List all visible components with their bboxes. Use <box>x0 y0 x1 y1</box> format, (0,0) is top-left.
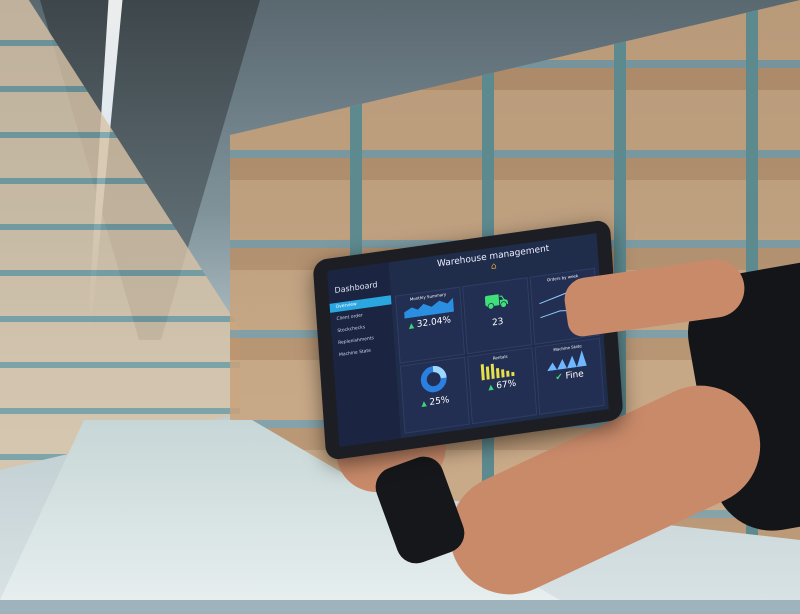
up-triangle-icon: ▲ <box>421 399 427 409</box>
donut-card[interactable]: ▲ 25% <box>399 356 470 434</box>
tablet-screen: Dashboard Overview Client order Stockche… <box>327 233 609 447</box>
card-value: 25% <box>429 395 450 408</box>
card-value: 32.04% <box>416 315 452 330</box>
sidebar-heading: Dashboard <box>334 280 378 296</box>
monthly-summary-card[interactable]: Monthly Summary ▲ 32.04% <box>394 286 466 364</box>
card-value: Fine <box>565 369 585 382</box>
spike-chart-icon <box>547 350 587 372</box>
bar-chart-icon <box>480 363 515 381</box>
area-chart-icon <box>404 297 455 319</box>
card-value: 67% <box>496 378 517 392</box>
rentals-card[interactable]: Rentals ▲ 67% <box>467 347 538 425</box>
tablet: Dashboard Overview Client order Stockche… <box>312 219 624 461</box>
truck-card[interactable]: ⛟ 23 <box>462 277 533 355</box>
check-icon: ✔ <box>554 372 564 384</box>
donut-chart-icon <box>420 366 447 393</box>
up-triangle-icon: ▲ <box>487 382 494 392</box>
machine-state-card[interactable]: Machine State ✔ Fine <box>534 337 605 415</box>
up-triangle-icon: ▲ <box>408 321 415 331</box>
